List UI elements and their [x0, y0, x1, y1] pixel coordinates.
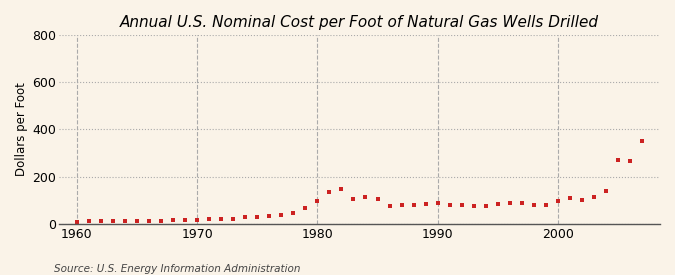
Title: Annual U.S. Nominal Cost per Foot of Natural Gas Wells Drilled: Annual U.S. Nominal Cost per Foot of Nat… [120, 15, 599, 30]
Text: Source: U.S. Energy Information Administration: Source: U.S. Energy Information Administ… [54, 264, 300, 274]
Y-axis label: Dollars per Foot: Dollars per Foot [15, 82, 28, 176]
